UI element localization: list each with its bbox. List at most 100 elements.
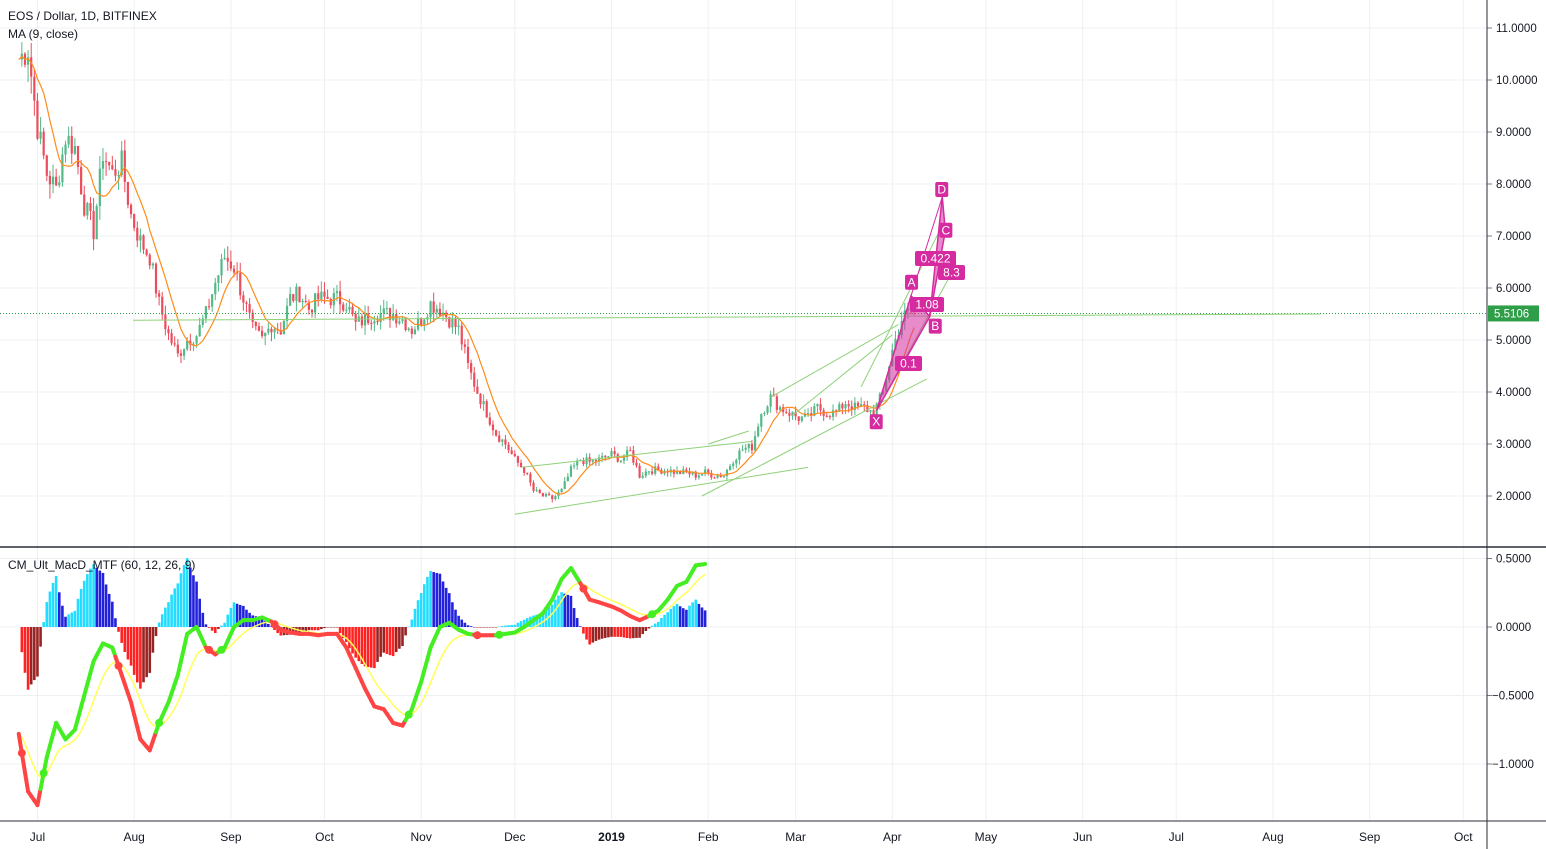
- macd-segment: [35, 787, 43, 808]
- candle-body: [254, 322, 257, 327]
- histogram-bar: [189, 567, 192, 627]
- x-tick-label: 2019: [598, 830, 625, 844]
- ratio-label: 1.08: [910, 297, 944, 312]
- candle-body: [45, 155, 48, 176]
- point-A-bg: [905, 274, 919, 290]
- histogram-bar: [401, 627, 404, 647]
- candle-body: [585, 457, 588, 465]
- candle-body: [797, 416, 800, 421]
- x-tick-label: Sep: [220, 830, 242, 844]
- histogram-bar: [603, 627, 607, 638]
- histogram-bar: [476, 627, 479, 628]
- histogram-bar: [123, 627, 127, 653]
- histogram-bar: [519, 621, 523, 627]
- macd-pane[interactable]: [16, 558, 708, 808]
- histogram-bar: [582, 627, 585, 634]
- candle-body: [151, 263, 154, 266]
- candle-body: [704, 469, 707, 475]
- candle-body: [292, 294, 295, 301]
- trendline: [514, 466, 809, 515]
- histogram-bar: [33, 627, 36, 681]
- candle-body: [139, 235, 142, 241]
- candle-body: [33, 76, 36, 101]
- candle-body: [323, 291, 326, 297]
- ma-legend[interactable]: MA (9, close): [8, 27, 79, 41]
- histogram-bar: [182, 564, 186, 627]
- candle-body: [647, 471, 651, 473]
- histogram-bar: [575, 618, 579, 627]
- histogram-bar: [142, 627, 145, 683]
- candle-body: [635, 462, 638, 466]
- macd-legend[interactable]: CM_Ult_MacD_MTF (60, 12, 26, 9): [8, 558, 196, 572]
- candle-body: [785, 411, 788, 413]
- candle-body: [482, 401, 485, 405]
- candle-body: [108, 161, 111, 166]
- histogram-bar: [644, 627, 648, 631]
- candle-body: [803, 413, 807, 417]
- histogram-bar: [385, 627, 389, 655]
- macd-segment: [129, 700, 137, 717]
- histogram-bar: [444, 587, 448, 627]
- candle-body: [866, 405, 869, 412]
- histogram-bar: [82, 580, 86, 627]
- candle-body: [80, 167, 83, 195]
- histogram-bar: [678, 606, 682, 627]
- candle-body: [320, 291, 323, 300]
- y-tick-label: 4.0000: [1496, 387, 1531, 399]
- candle-body: [273, 329, 276, 333]
- histogram-bar: [579, 626, 582, 627]
- candle-body: [507, 444, 510, 451]
- candle-body: [498, 435, 501, 442]
- histogram-bar: [232, 602, 236, 627]
- histogram-bar: [675, 603, 679, 627]
- grid: [0, 0, 1487, 820]
- histogram-bar: [469, 626, 473, 627]
- histogram-bar: [610, 627, 613, 637]
- candle-body: [738, 450, 741, 460]
- histogram-bar: [376, 627, 379, 662]
- histogram-bar: [79, 588, 83, 627]
- candles: [20, 42, 916, 503]
- candle-body: [170, 333, 173, 344]
- candle-body: [257, 326, 261, 331]
- histogram-bar: [326, 627, 329, 628]
- point-X: X: [869, 414, 883, 430]
- candle-body: [267, 328, 270, 333]
- histogram-bar: [220, 625, 223, 627]
- histogram-bar: [672, 606, 676, 627]
- ratio-label-text: 8.3: [943, 266, 960, 280]
- histogram-bar: [588, 627, 591, 645]
- histogram-bar: [145, 627, 148, 678]
- histogram-bar: [341, 627, 345, 639]
- candle-body: [697, 475, 700, 478]
- ratio-label-bg: [895, 356, 922, 371]
- histogram-bar: [57, 592, 61, 627]
- histogram-bar: [703, 610, 707, 627]
- histogram-bar: [613, 627, 616, 637]
- x-tick-label: Aug: [123, 830, 144, 844]
- candle-body: [148, 254, 151, 266]
- candle-body: [775, 396, 778, 410]
- histogram-bar: [139, 627, 142, 689]
- candle-body: [766, 406, 769, 413]
- macd-segment: [178, 645, 187, 664]
- histogram-bar: [391, 627, 395, 657]
- x-tick-label: Jul: [30, 830, 45, 844]
- histogram-bar: [61, 605, 64, 627]
- histogram-bar: [419, 593, 423, 627]
- symbol-legend[interactable]: EOS / Dollar, 1D, BITFINEX: [8, 9, 157, 23]
- point-D: D: [935, 182, 949, 197]
- histogram-bar: [369, 627, 373, 668]
- histogram-bar: [504, 625, 507, 627]
- candle-body: [164, 314, 167, 330]
- candle-body: [176, 344, 179, 354]
- y-tick-label: 6.0000: [1496, 283, 1531, 295]
- candle-body: [114, 169, 117, 176]
- candle-body: [572, 465, 576, 467]
- histogram-bar: [457, 615, 460, 627]
- candle-body: [791, 411, 794, 416]
- x-tick-label: Dec: [504, 830, 525, 844]
